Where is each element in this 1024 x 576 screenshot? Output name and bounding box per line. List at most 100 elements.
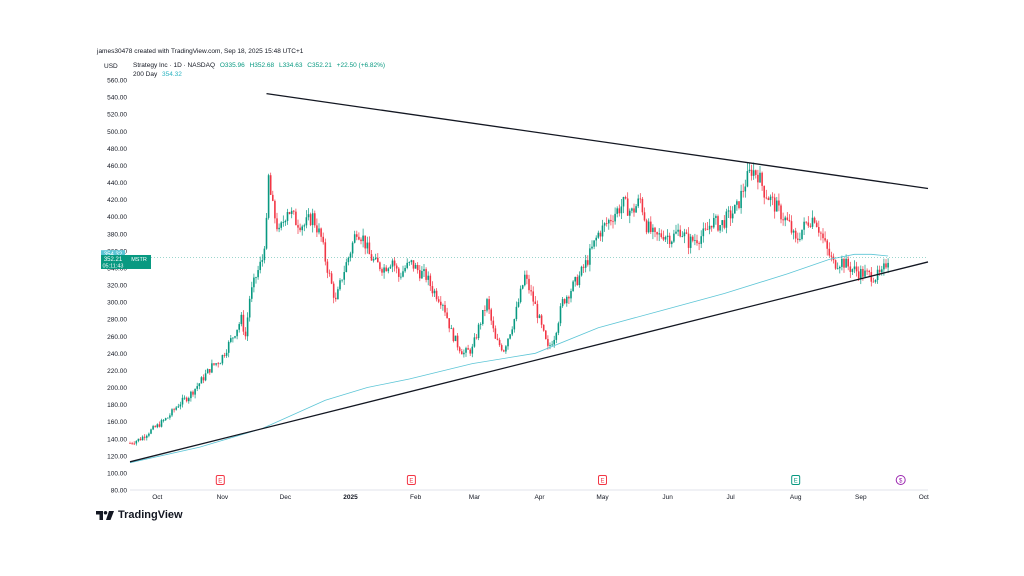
- candle-body: [683, 232, 686, 237]
- candle-body: [343, 272, 345, 280]
- candle-body: [687, 233, 690, 248]
- candle-body: [866, 270, 868, 272]
- candle-body: [839, 266, 841, 269]
- candle-body: [635, 206, 637, 213]
- candle-body: [421, 271, 423, 279]
- x-tick-label: Aug: [790, 494, 802, 501]
- candle-body: [771, 196, 774, 198]
- candle-body: [803, 221, 805, 230]
- candle-body: [471, 346, 474, 354]
- candle-body: [242, 314, 245, 332]
- candle-body: [465, 348, 467, 353]
- candle-body: [662, 236, 665, 240]
- candle-body: [479, 323, 482, 325]
- candle-body: [505, 346, 507, 352]
- candle-body: [467, 348, 469, 350]
- countdown-tag-text: 05:11:43: [102, 264, 123, 270]
- candle-body: [515, 306, 518, 320]
- candle-body: [601, 225, 604, 237]
- candle-body: [389, 266, 392, 269]
- tradingview-logo-icon: [96, 510, 114, 520]
- candle-body: [484, 309, 486, 311]
- candle-body: [755, 170, 757, 175]
- candle-body: [156, 424, 159, 428]
- candle-body: [689, 236, 692, 248]
- candle-body: [626, 198, 629, 216]
- candle-body: [830, 255, 833, 257]
- candle-body: [452, 328, 455, 342]
- candle-body: [521, 285, 524, 289]
- candle-body: [734, 204, 736, 214]
- candle-body: [194, 388, 196, 395]
- candle-body: [146, 435, 148, 438]
- candle-body: [440, 301, 442, 306]
- candle-body: [717, 216, 719, 231]
- candle-body: [297, 225, 299, 228]
- candle-body: [406, 262, 408, 268]
- candle-body: [356, 234, 358, 237]
- candle-body: [473, 337, 476, 347]
- candle-body: [442, 304, 444, 306]
- candle-body: [227, 341, 230, 353]
- candle-body: [519, 288, 522, 303]
- candle-body: [692, 236, 694, 241]
- candle-body: [351, 242, 354, 254]
- candle-body: [809, 225, 812, 227]
- candle-body: [731, 213, 734, 219]
- candle-body: [542, 324, 545, 331]
- candle-body: [276, 218, 278, 230]
- candle-body: [532, 291, 534, 302]
- candle-body: [790, 221, 793, 233]
- candle-body: [629, 210, 631, 216]
- candle-body: [713, 217, 715, 228]
- earnings-icon: [215, 475, 225, 485]
- candle-body: [538, 315, 541, 318]
- candle-body: [545, 330, 547, 340]
- candle-body: [595, 237, 597, 241]
- candle-body: [885, 263, 887, 268]
- candle-body: [849, 266, 852, 272]
- candle-body: [551, 344, 553, 346]
- candle-body: [769, 196, 772, 201]
- candle-body: [555, 332, 558, 340]
- candle-body: [566, 296, 568, 304]
- y-tick-label: 380.00: [107, 231, 127, 238]
- candle-body: [851, 269, 854, 272]
- earnings-marker-label: E: [218, 478, 222, 484]
- candle-body: [395, 265, 398, 269]
- candle-body: [211, 363, 213, 373]
- candle-body: [494, 328, 497, 339]
- candle-body: [742, 190, 744, 192]
- candle-body: [807, 222, 810, 226]
- candle-body: [425, 269, 427, 280]
- candle-body: [723, 220, 726, 228]
- y-tick-label: 280.00: [107, 317, 127, 324]
- legend-symbol: Strategy Inc · 1D · NASDAQ: [133, 62, 215, 69]
- candle-body: [444, 304, 446, 313]
- candle-body: [431, 286, 434, 294]
- candle-body: [131, 443, 133, 444]
- candle-body: [209, 369, 211, 373]
- candle-body: [496, 338, 499, 340]
- candle-body: [362, 235, 364, 242]
- candle-body: [794, 230, 797, 239]
- candle-body: [511, 329, 513, 335]
- candle-body: [251, 287, 253, 299]
- candle-body: [704, 228, 707, 230]
- candle-body: [169, 415, 171, 418]
- candle-body: [715, 216, 717, 218]
- candle-body: [862, 268, 864, 277]
- candle-body: [828, 248, 831, 256]
- y-tick-label: 540.00: [107, 95, 127, 102]
- candle-body: [477, 324, 480, 339]
- candle-body: [437, 299, 440, 302]
- candle-body: [799, 239, 801, 240]
- candle-body: [706, 229, 709, 231]
- candle-body: [597, 232, 600, 238]
- candle-body: [507, 338, 509, 347]
- candle-body: [339, 280, 341, 290]
- candle-body: [847, 258, 849, 267]
- chart-attribution: james30478 created with TradingView.com,…: [97, 48, 304, 55]
- candle-body: [671, 241, 673, 245]
